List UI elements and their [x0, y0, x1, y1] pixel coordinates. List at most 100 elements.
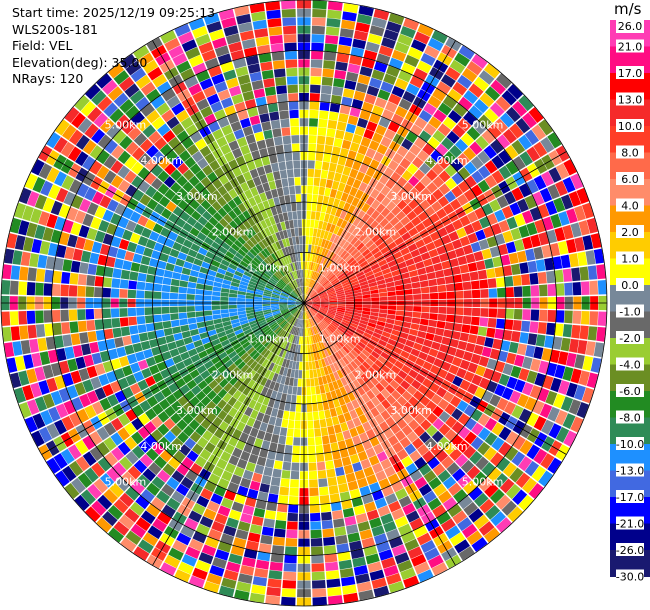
range-gate: [202, 164, 214, 176]
range-gate: [251, 338, 260, 347]
range-gate: [63, 400, 76, 415]
range-gate: [331, 320, 340, 327]
range-gate: [224, 359, 234, 369]
range-gate: [144, 172, 157, 185]
range-gate: [233, 537, 247, 548]
range-gate: [534, 372, 546, 387]
range-gate: [388, 93, 402, 106]
range-gate: [38, 380, 50, 395]
range-gate: [162, 130, 176, 143]
range-gate: [410, 323, 420, 331]
range-gate: [306, 261, 310, 270]
range-gate: [270, 298, 279, 301]
range-gate: [280, 294, 289, 299]
range-gate: [361, 393, 371, 403]
range-gate: [152, 307, 162, 315]
range-gate: [570, 222, 582, 238]
range-gate: [494, 360, 506, 373]
range-gate: [435, 270, 445, 279]
range-gate: [180, 68, 195, 81]
range-gate: [302, 319, 304, 328]
range-gate: [355, 406, 364, 417]
range-gate: [271, 363, 279, 373]
range-gate: [292, 262, 297, 271]
range-gate: [447, 88, 463, 103]
range-gate: [228, 263, 238, 271]
range-gate: [288, 304, 296, 308]
range-gate: [266, 172, 275, 182]
range-gate: [255, 36, 270, 47]
range-gate: [290, 293, 298, 299]
range-gate: [426, 169, 438, 181]
range-gate: [362, 294, 371, 299]
range-gate: [287, 177, 295, 187]
range-gate: [317, 220, 324, 230]
range-gate: [79, 262, 89, 274]
range-gate: [358, 322, 368, 329]
range-gate: [568, 191, 582, 207]
range-gate: [371, 525, 385, 537]
range-gate: [308, 353, 312, 362]
range-gate: [237, 485, 249, 497]
range-gate: [200, 488, 213, 500]
colorbar-tick-bg: [616, 463, 644, 477]
range-gate: [66, 207, 79, 221]
range-gate: [335, 289, 344, 294]
range-gate: [490, 79, 506, 95]
range-gate: [350, 236, 359, 246]
range-gate: [122, 335, 133, 346]
range-gate: [275, 144, 284, 154]
ray: [133, 45, 304, 303]
range-gate: [504, 446, 519, 462]
range-gate: [576, 402, 589, 419]
range-gate: [397, 369, 408, 380]
range-gate: [373, 250, 383, 259]
range-gate: [231, 278, 241, 284]
range-gate: [345, 243, 353, 252]
range-gate: [82, 139, 97, 155]
range-gate: [191, 443, 204, 455]
range-gate: [126, 241, 138, 253]
ray: [218, 8, 304, 303]
range-gate: [393, 374, 404, 385]
range-gate: [320, 321, 327, 329]
range-gate: [342, 333, 351, 341]
range-gate: [256, 411, 265, 422]
range-gate: [255, 499, 267, 510]
range-gate: [325, 179, 334, 189]
range-gate: [276, 347, 283, 356]
range-gate: [518, 408, 532, 423]
range-gate: [237, 361, 246, 370]
range-gate: [272, 354, 279, 364]
range-gate: [530, 285, 540, 297]
range-gate: [386, 314, 396, 320]
range-gate: [279, 278, 287, 286]
range-gate: [424, 156, 437, 169]
range-gate: [336, 309, 345, 313]
range-gate: [285, 323, 291, 332]
range-gate: [244, 230, 253, 239]
range-gate: [188, 575, 205, 588]
range-gate: [326, 578, 341, 588]
range-gate: [199, 266, 209, 275]
range-gate: [261, 474, 272, 485]
range-gate: [180, 324, 190, 333]
range-gate: [37, 254, 48, 269]
range-gate: [228, 41, 243, 53]
ray: [14, 303, 304, 404]
range-gate: [457, 517, 473, 532]
range-gate: [256, 365, 265, 375]
range-gate: [404, 54, 420, 68]
range-gate: [338, 36, 353, 47]
range-gate: [201, 544, 217, 557]
ray: [120, 303, 304, 552]
range-gate: [31, 352, 42, 368]
range-gate: [308, 135, 317, 144]
range-gate: [313, 245, 318, 254]
range-gate: [217, 196, 227, 207]
range-gate: [279, 303, 288, 305]
range-gate: [349, 107, 361, 118]
range-gate: [242, 424, 253, 435]
range-gate: [147, 66, 163, 81]
range-gate: [271, 308, 280, 313]
